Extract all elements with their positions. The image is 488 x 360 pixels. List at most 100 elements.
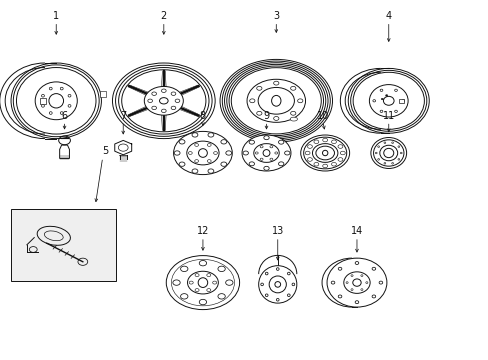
- Ellipse shape: [391, 142, 393, 144]
- Ellipse shape: [391, 162, 393, 164]
- Circle shape: [225, 280, 232, 285]
- Circle shape: [199, 300, 206, 305]
- Circle shape: [199, 261, 206, 266]
- Text: 2: 2: [161, 11, 166, 21]
- Bar: [11, 209, 116, 281]
- Ellipse shape: [289, 117, 297, 121]
- Circle shape: [264, 136, 269, 140]
- Text: 10: 10: [316, 111, 328, 121]
- Circle shape: [186, 141, 219, 165]
- Ellipse shape: [338, 295, 341, 298]
- Circle shape: [179, 140, 184, 144]
- Circle shape: [284, 151, 289, 155]
- Ellipse shape: [371, 267, 375, 270]
- Circle shape: [300, 135, 349, 171]
- Text: 7: 7: [120, 111, 126, 121]
- Ellipse shape: [397, 159, 399, 160]
- Circle shape: [173, 280, 180, 285]
- Circle shape: [248, 162, 254, 166]
- Circle shape: [315, 146, 334, 160]
- Text: 4: 4: [385, 11, 391, 21]
- Circle shape: [303, 137, 346, 169]
- Circle shape: [221, 140, 226, 144]
- Ellipse shape: [383, 142, 385, 144]
- Circle shape: [307, 145, 312, 148]
- Ellipse shape: [287, 294, 289, 297]
- Ellipse shape: [383, 162, 385, 164]
- Circle shape: [307, 158, 312, 161]
- Text: 6: 6: [61, 111, 67, 121]
- Text: 5: 5: [102, 146, 108, 156]
- Circle shape: [278, 140, 284, 144]
- Ellipse shape: [326, 258, 386, 307]
- Ellipse shape: [354, 301, 358, 303]
- Ellipse shape: [379, 145, 397, 161]
- Text: 12: 12: [196, 226, 209, 236]
- Ellipse shape: [258, 266, 296, 303]
- Circle shape: [173, 131, 232, 175]
- Ellipse shape: [371, 295, 375, 298]
- Circle shape: [305, 151, 309, 155]
- Ellipse shape: [375, 152, 376, 154]
- Ellipse shape: [276, 268, 279, 270]
- Circle shape: [225, 151, 231, 155]
- Text: 3: 3: [273, 11, 279, 21]
- Circle shape: [187, 271, 218, 294]
- Circle shape: [246, 79, 305, 122]
- Ellipse shape: [377, 159, 379, 160]
- Ellipse shape: [291, 283, 294, 286]
- Circle shape: [144, 86, 183, 115]
- Ellipse shape: [330, 281, 334, 284]
- Circle shape: [207, 169, 213, 173]
- Circle shape: [248, 140, 254, 144]
- Circle shape: [313, 140, 318, 144]
- Circle shape: [322, 164, 327, 168]
- Circle shape: [221, 162, 226, 166]
- Circle shape: [253, 144, 279, 162]
- Circle shape: [179, 162, 184, 166]
- Ellipse shape: [378, 281, 382, 284]
- Circle shape: [218, 294, 225, 299]
- Circle shape: [264, 166, 269, 170]
- Circle shape: [331, 140, 336, 144]
- Text: 14: 14: [350, 226, 363, 236]
- Circle shape: [312, 144, 337, 162]
- Text: 11: 11: [382, 111, 394, 121]
- Circle shape: [337, 158, 342, 161]
- Circle shape: [218, 266, 225, 271]
- Ellipse shape: [35, 82, 77, 120]
- Ellipse shape: [397, 146, 399, 147]
- Ellipse shape: [287, 272, 289, 275]
- Circle shape: [180, 266, 187, 271]
- Circle shape: [242, 135, 290, 171]
- Ellipse shape: [377, 146, 379, 147]
- Circle shape: [207, 133, 213, 137]
- Circle shape: [322, 138, 327, 142]
- Text: 8: 8: [200, 111, 205, 121]
- Text: 9: 9: [263, 111, 269, 121]
- Circle shape: [192, 169, 198, 173]
- Circle shape: [174, 151, 180, 155]
- Circle shape: [337, 145, 342, 148]
- Ellipse shape: [368, 85, 407, 117]
- Ellipse shape: [265, 272, 267, 275]
- Ellipse shape: [400, 152, 401, 154]
- Bar: [41, 98, 45, 104]
- Ellipse shape: [268, 276, 286, 293]
- Circle shape: [171, 259, 234, 306]
- Circle shape: [385, 95, 387, 96]
- Circle shape: [192, 133, 198, 137]
- Circle shape: [180, 294, 187, 299]
- Circle shape: [331, 162, 336, 166]
- Ellipse shape: [265, 294, 267, 297]
- Circle shape: [166, 256, 239, 310]
- Bar: [100, 91, 106, 97]
- Ellipse shape: [373, 140, 403, 166]
- Ellipse shape: [370, 138, 406, 168]
- Ellipse shape: [276, 298, 279, 301]
- Bar: [399, 99, 403, 103]
- Ellipse shape: [354, 262, 358, 265]
- Ellipse shape: [343, 272, 369, 293]
- Circle shape: [278, 162, 284, 166]
- Circle shape: [340, 151, 345, 155]
